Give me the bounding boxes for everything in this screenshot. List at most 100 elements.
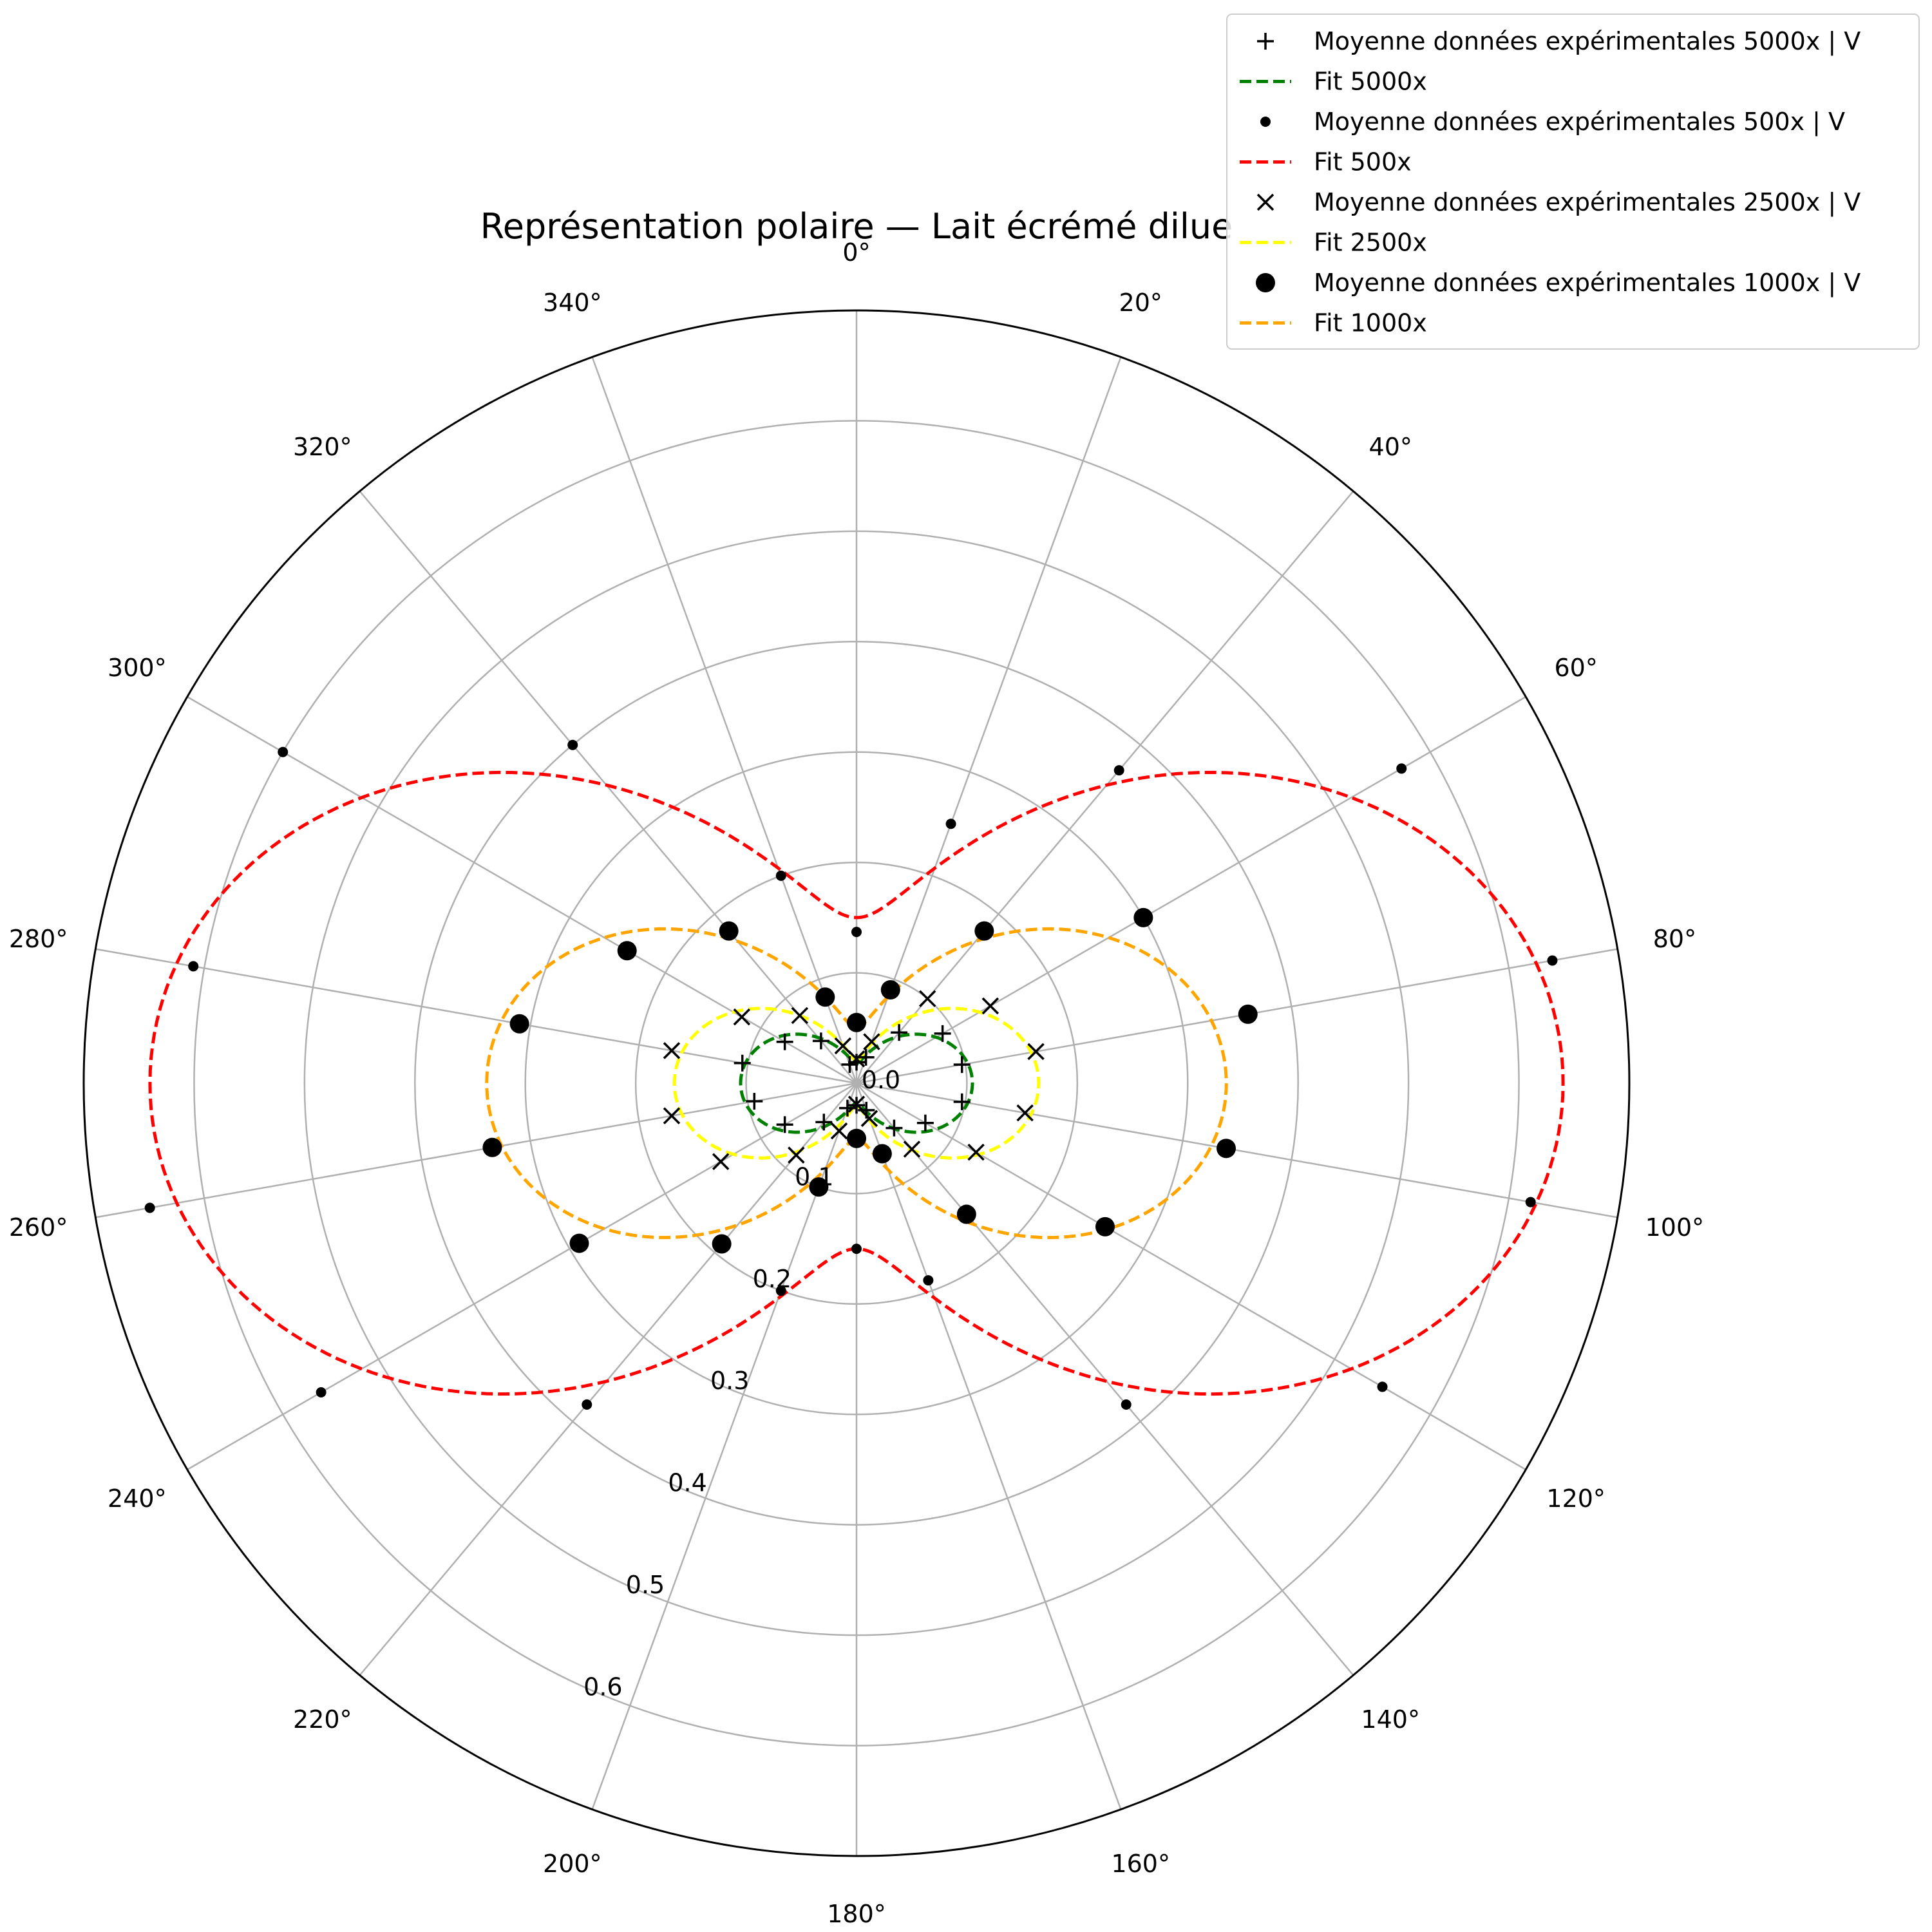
marker-small-dot	[945, 819, 956, 829]
marker-x	[733, 1008, 751, 1026]
marker-x	[848, 1050, 866, 1068]
marker-x	[1027, 1043, 1045, 1061]
legend-entry: Fit 5000x	[1240, 68, 1427, 96]
grid-spoke-40	[856, 490, 1354, 1084]
marker-big-dot	[880, 980, 900, 1000]
legend-entry: Moyenne données expérimentales 2500x | V	[1256, 188, 1861, 217]
theta-tick-label: 140°	[1361, 1705, 1420, 1734]
grid-spoke-240	[187, 1082, 857, 1471]
marker-small-dot	[582, 1399, 592, 1410]
marker-big-dot	[719, 921, 739, 941]
theta-tick-label: 100°	[1645, 1213, 1705, 1242]
marker-x	[712, 1153, 730, 1170]
marker-big-dot	[569, 1233, 589, 1253]
marker-big-dot	[872, 1144, 892, 1164]
grid-spoke-280	[95, 948, 857, 1084]
theta-tick-label: 280°	[9, 925, 68, 953]
grid-spoke-200	[591, 1083, 858, 1810]
marker-series-4	[663, 990, 1045, 1170]
legend-entry: Moyenne données expérimentales 500x | V	[1260, 108, 1845, 137]
legend-label: Moyenne données expérimentales 500x | V	[1314, 108, 1845, 137]
theta-tick-label: 80°	[1653, 925, 1696, 953]
r-tick-label: 0.3	[710, 1367, 749, 1395]
legend-entry: Fit 2500x	[1240, 229, 1427, 257]
marker-small-dot	[1525, 1197, 1536, 1208]
marker-big-dot	[847, 1012, 866, 1032]
theta-tick-label: 60°	[1554, 654, 1597, 682]
marker-x	[1256, 193, 1274, 211]
theta-tick-label: 120°	[1546, 1484, 1605, 1513]
marker-small-dot	[1547, 955, 1558, 966]
theta-tick-label: 340°	[543, 289, 602, 317]
marker-plus	[934, 1025, 951, 1042]
grid-spoke-160	[855, 1083, 1122, 1810]
legend-entry: Moyenne données expérimentales 1000x | V	[1256, 269, 1861, 298]
marker-plus	[886, 1119, 903, 1137]
marker-x	[1016, 1104, 1034, 1122]
marker-plus	[815, 1113, 833, 1131]
marker-plus	[916, 1114, 934, 1132]
marker-big-dot	[617, 941, 637, 961]
chart-title: Représentation polaire — Lait écrémé dil…	[480, 206, 1233, 247]
grid-spoke-80	[856, 948, 1618, 1084]
legend-label: Moyenne données expérimentales 2500x | V	[1314, 188, 1861, 217]
marker-big-dot	[847, 1128, 866, 1148]
legend-label: Fit 1000x	[1314, 309, 1427, 337]
theta-tick-label: 160°	[1111, 1850, 1170, 1878]
marker-small-dot	[923, 1275, 934, 1286]
theta-tick-label: 200°	[543, 1850, 602, 1878]
marker-small-dot	[144, 1202, 155, 1213]
marker-big-dot	[482, 1137, 502, 1157]
legend-entry: Fit 500x	[1240, 148, 1412, 176]
theta-tick-label: 20°	[1119, 289, 1162, 317]
marker-big-dot	[1256, 273, 1275, 292]
grid-spoke-20	[855, 356, 1122, 1084]
marker-plus	[953, 1093, 971, 1110]
marker-x	[663, 1042, 681, 1059]
legend-label: Fit 5000x	[1314, 68, 1427, 96]
theta-tick-label: 240°	[108, 1484, 167, 1513]
theta-tick-label: 260°	[9, 1213, 68, 1242]
marker-plus	[776, 1033, 793, 1050]
legend-label: Moyenne données expérimentales 5000x | V	[1314, 27, 1861, 56]
marker-big-dot	[1133, 907, 1153, 927]
marker-x	[663, 1107, 681, 1124]
marker-small-dot	[1260, 117, 1271, 127]
marker-x	[860, 1110, 878, 1128]
marker-small-dot	[851, 1244, 862, 1255]
legend-label: Fit 2500x	[1314, 229, 1427, 257]
r-tick-label: 0.2	[753, 1265, 791, 1293]
marker-big-dot	[815, 987, 835, 1007]
marker-big-dot	[1095, 1217, 1115, 1236]
marker-small-dot	[1121, 1399, 1132, 1410]
marker-x	[830, 1122, 848, 1140]
marker-x	[863, 1033, 880, 1050]
marker-x	[788, 1146, 805, 1164]
theta-tick-label: 220°	[293, 1705, 352, 1734]
marker-plus	[776, 1116, 793, 1133]
grid-spoke-340	[591, 356, 858, 1084]
grid-spoke-100	[856, 1082, 1618, 1218]
marker-big-dot	[809, 1177, 829, 1197]
marker-small-dot	[1113, 765, 1124, 776]
r-tick-label: 0.5	[626, 1571, 665, 1599]
marker-x	[981, 997, 999, 1015]
marker-plus	[848, 1054, 865, 1071]
marker-plus	[812, 1032, 829, 1050]
legend-entry: Fit 1000x	[1240, 309, 1427, 337]
r-tick-label: 0.6	[583, 1672, 622, 1701]
marker-plus	[1257, 33, 1274, 50]
r-tick-label: 0.1	[795, 1162, 833, 1191]
marker-small-dot	[775, 1285, 786, 1296]
marker-small-dot	[316, 1387, 327, 1397]
r-tick-label: 0.0	[862, 1066, 900, 1094]
marker-x	[791, 1007, 809, 1025]
grid-spoke-120	[856, 1082, 1526, 1471]
theta-tick-label: 300°	[108, 654, 167, 682]
polar-grid	[82, 309, 1631, 1857]
theta-tick-label: 40°	[1369, 433, 1412, 461]
marker-big-dot	[974, 921, 994, 941]
marker-big-dot	[956, 1204, 976, 1224]
fit-curve-7	[485, 927, 1228, 1240]
